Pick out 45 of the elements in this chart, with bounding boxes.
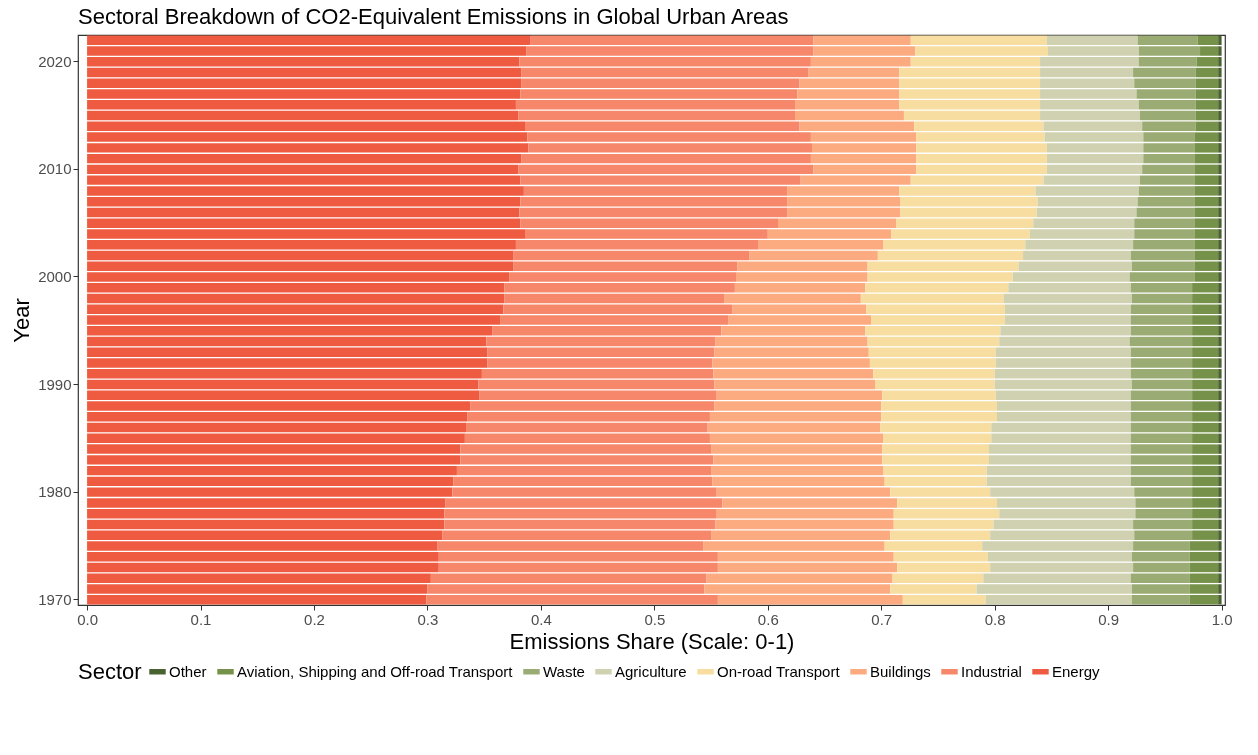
bar (1003, 293, 1132, 304)
x-tick-label: 0.9 (1098, 610, 1120, 628)
bar (486, 336, 716, 347)
y-tick-label: 2010 (38, 160, 72, 178)
chart-title: Sectoral Breakdown of CO2-Equivalent Emissions in Global Urban Areas (78, 4, 789, 29)
bar (1218, 336, 1222, 347)
x-axis-title: Emissions Share (Scale: 0-1) (509, 628, 795, 654)
bar (1192, 336, 1219, 347)
x-tick-label: 0.2 (304, 610, 325, 628)
x-tick-label: 0.1 (190, 610, 212, 628)
legend-title: Sector (78, 659, 142, 684)
bar (715, 336, 868, 347)
x-tick-label: 0.8 (984, 610, 1006, 628)
bar (724, 293, 861, 304)
legend-label: Buildings (870, 662, 931, 680)
x-tick-label: 0.7 (871, 610, 893, 628)
x-tick-label: 0.5 (644, 610, 666, 628)
bar (504, 293, 725, 304)
y-tick-label: 2000 (38, 267, 72, 285)
bar (1129, 336, 1193, 347)
bar (87, 293, 505, 304)
x-tick-label: 0.3 (417, 610, 439, 628)
legend-label: Waste (543, 662, 585, 680)
legend-label: Other (169, 662, 207, 680)
bar (1218, 293, 1222, 304)
y-tick-label: 1980 (38, 483, 72, 501)
legend-label: Aviation, Shipping and Off-road Transport (237, 662, 514, 680)
y-tick-label: 1970 (38, 590, 72, 608)
y-tick-label: 2020 (38, 52, 72, 70)
bar (1131, 293, 1193, 304)
bar (867, 336, 1000, 347)
x-tick-label: 0.4 (530, 610, 552, 628)
bar (1192, 293, 1219, 304)
y-axis-title: Year (9, 298, 35, 343)
x-tick-label: 0.0 (77, 610, 99, 628)
legend-label: On-road Transport (717, 662, 841, 680)
y-tick-label: 1990 (38, 375, 72, 393)
x-tick-label: 0.6 (757, 610, 779, 628)
legend-label: Agriculture (615, 662, 687, 680)
bar (999, 336, 1130, 347)
legend-label: Energy (1052, 662, 1101, 680)
legend-label: Industrial (961, 662, 1022, 680)
bar (860, 293, 1004, 304)
bar (87, 336, 487, 347)
x-tick-label: 1.0 (1211, 610, 1233, 628)
